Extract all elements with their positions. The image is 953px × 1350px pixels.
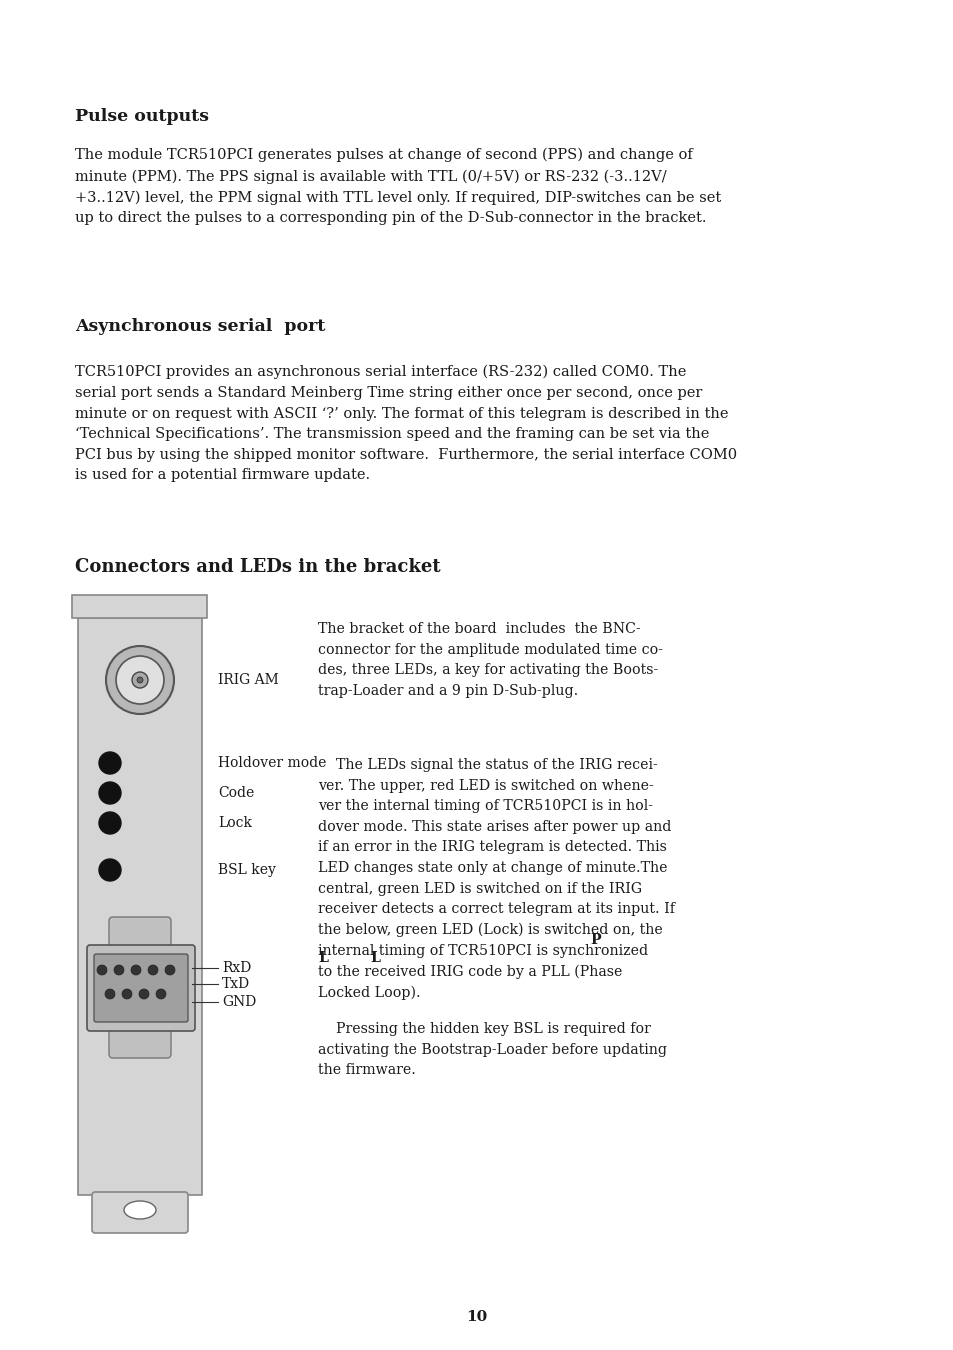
FancyBboxPatch shape <box>87 945 194 1031</box>
Circle shape <box>99 811 121 834</box>
Text: RxD: RxD <box>222 961 251 975</box>
Circle shape <box>137 676 143 683</box>
FancyBboxPatch shape <box>109 1027 171 1058</box>
Circle shape <box>132 672 148 688</box>
Text: L: L <box>370 950 379 964</box>
Text: The module TCR510PCI generates pulses at change of second (PPS) and change of
mi: The module TCR510PCI generates pulses at… <box>75 148 720 225</box>
FancyBboxPatch shape <box>91 1192 188 1233</box>
Text: Pulse outputs: Pulse outputs <box>75 108 209 126</box>
Circle shape <box>99 782 121 805</box>
Circle shape <box>116 656 164 703</box>
Bar <box>78 618 202 1195</box>
FancyBboxPatch shape <box>94 954 188 1022</box>
Text: Holdover mode: Holdover mode <box>218 756 326 770</box>
Circle shape <box>105 990 115 999</box>
Circle shape <box>148 965 158 975</box>
Text: TCR510PCI provides an asynchronous serial interface (RS-232) called COM0. The
se: TCR510PCI provides an asynchronous seria… <box>75 364 737 482</box>
Circle shape <box>99 752 121 774</box>
Circle shape <box>122 990 132 999</box>
Text: The bracket of the board  includes  the BNC-
connector for the amplitude modulat: The bracket of the board includes the BN… <box>317 622 662 698</box>
Bar <box>71 595 207 618</box>
Text: 10: 10 <box>466 1310 487 1324</box>
Text: Asynchronous serial  port: Asynchronous serial port <box>75 319 325 335</box>
Circle shape <box>106 647 173 714</box>
Circle shape <box>165 965 174 975</box>
Text: Code: Code <box>218 786 254 801</box>
Text: P: P <box>589 933 600 946</box>
Text: BSL key: BSL key <box>218 863 275 878</box>
Text: GND: GND <box>222 995 256 1008</box>
Circle shape <box>139 990 149 999</box>
Ellipse shape <box>124 1202 156 1219</box>
Text: Connectors and LEDs in the bracket: Connectors and LEDs in the bracket <box>75 558 440 576</box>
Text: L: L <box>317 950 328 964</box>
Text: IRIG AM: IRIG AM <box>218 674 278 687</box>
FancyBboxPatch shape <box>109 917 171 946</box>
Text: The LEDs signal the status of the IRIG recei-
ver. The upper, red LED is switche: The LEDs signal the status of the IRIG r… <box>317 757 675 1000</box>
Circle shape <box>99 859 121 882</box>
Text: TxD: TxD <box>222 977 250 991</box>
Circle shape <box>97 965 107 975</box>
Circle shape <box>156 990 166 999</box>
Text: Pressing the hidden key BSL is required for
activating the Bootstrap-Loader befo: Pressing the hidden key BSL is required … <box>317 1022 666 1077</box>
Circle shape <box>113 965 124 975</box>
Circle shape <box>131 965 141 975</box>
Text: Lock: Lock <box>218 815 252 830</box>
